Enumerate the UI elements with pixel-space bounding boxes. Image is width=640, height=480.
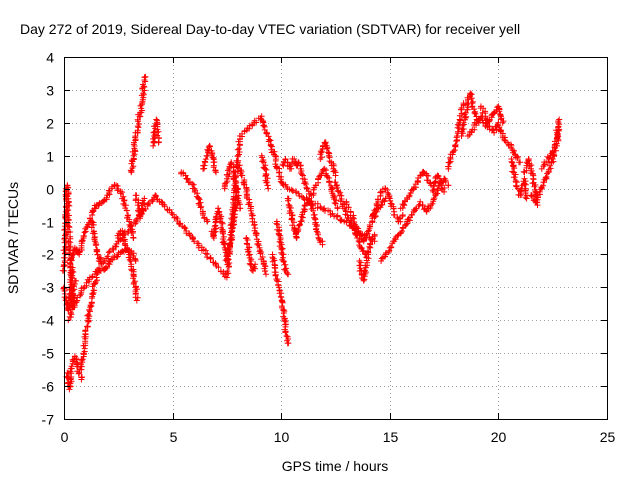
x-tick-labels: 0 5 10 15 20 25 [61, 429, 616, 445]
y-tick-label: 0 [46, 182, 54, 198]
y-axis-label: SDTVAR / TECUs [5, 182, 21, 294]
y-tick-label: -7 [42, 412, 55, 428]
chart-title: Day 272 of 2019, Sidereal Day-to-day VTE… [20, 21, 520, 37]
data-point-markers [59, 73, 563, 393]
axis-ticks [64, 57, 608, 420]
y-tick-label: -4 [42, 313, 55, 329]
x-tick-label: 20 [491, 429, 507, 445]
x-axis-label: GPS time / hours [282, 458, 389, 474]
data-points [59, 73, 563, 393]
y-tick-label: 1 [46, 149, 54, 165]
x-tick-label: 10 [274, 429, 290, 445]
plot-frame [64, 57, 608, 420]
y-tick-label: 4 [46, 50, 54, 66]
y-tick-label: -6 [42, 379, 55, 395]
y-tick-label: -2 [42, 247, 55, 263]
y-tick-label: -3 [42, 280, 55, 296]
grid-lines [64, 57, 607, 419]
y-tick-label: 2 [46, 116, 54, 132]
y-tick-label: 3 [46, 83, 54, 99]
x-tick-label: 5 [170, 429, 178, 445]
x-tick-label: 25 [600, 429, 616, 445]
y-tick-label: -5 [42, 346, 55, 362]
y-tick-labels: -7 -6 -5 -4 -3 -2 -1 0 1 2 3 4 [42, 50, 55, 428]
x-tick-label: 0 [61, 429, 69, 445]
y-tick-label: -1 [42, 215, 55, 231]
x-tick-label: 15 [383, 429, 399, 445]
